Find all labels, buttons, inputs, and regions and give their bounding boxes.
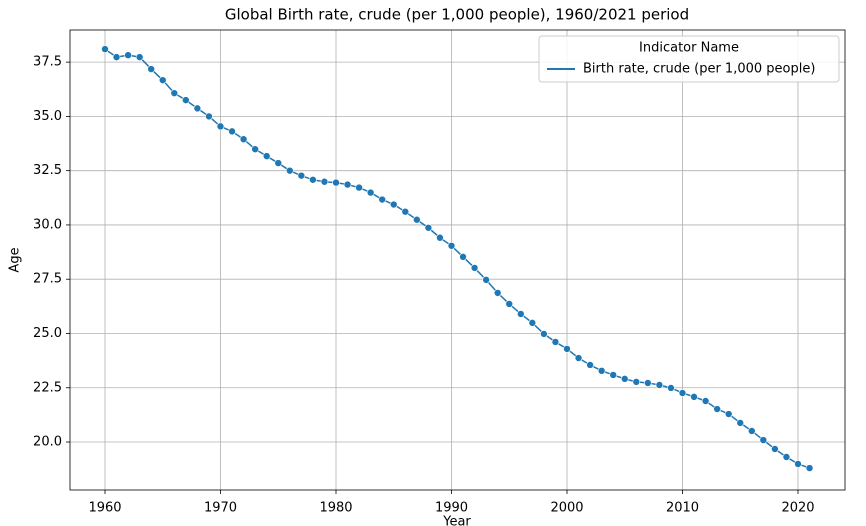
data-point xyxy=(332,178,340,187)
data-point xyxy=(771,445,779,453)
data-point xyxy=(101,45,109,53)
data-point xyxy=(516,310,525,318)
data-point xyxy=(609,371,617,379)
y-tick-label: 20.0 xyxy=(33,435,62,450)
data-point xyxy=(736,419,745,427)
data-point xyxy=(655,381,664,389)
data-point xyxy=(297,171,306,180)
y-tick-label: 35.0 xyxy=(33,109,62,124)
data-point xyxy=(436,233,444,242)
data-line xyxy=(104,48,810,469)
data-point xyxy=(274,159,283,167)
data-point xyxy=(424,223,433,232)
data-point xyxy=(505,300,514,308)
data-point xyxy=(413,215,421,224)
y-tick-label: 32.5 xyxy=(33,163,62,178)
data-point xyxy=(551,338,560,346)
data-point xyxy=(447,241,456,250)
data-point xyxy=(251,145,259,153)
data-point xyxy=(644,379,652,387)
data-point xyxy=(805,464,814,472)
y-tick-label: 25.0 xyxy=(33,326,62,341)
x-tick-label: 2020 xyxy=(781,501,814,516)
data-point xyxy=(205,112,213,121)
data-point xyxy=(690,393,698,401)
x-tick-label: 1980 xyxy=(319,501,352,516)
data-point xyxy=(459,253,467,261)
data-point xyxy=(574,354,583,362)
y-tick-label: 30.0 xyxy=(33,217,62,232)
data-point xyxy=(193,104,202,113)
data-point xyxy=(170,89,179,97)
x-tick-label: 1960 xyxy=(88,501,121,516)
data-point xyxy=(528,319,537,327)
data-point xyxy=(378,195,386,204)
data-point xyxy=(747,427,756,435)
data-point xyxy=(320,177,329,186)
y-tick-label: 37.5 xyxy=(33,55,62,70)
data-point xyxy=(228,127,236,136)
data-point xyxy=(135,53,144,61)
data-point xyxy=(759,436,768,444)
data-point xyxy=(713,405,721,413)
data-point xyxy=(158,76,167,84)
data-point xyxy=(493,289,502,297)
data-point xyxy=(482,276,490,284)
y-axis-label: Age xyxy=(8,247,23,272)
data-point xyxy=(540,330,548,338)
data-point xyxy=(285,166,294,175)
data-point xyxy=(794,460,802,468)
data-point xyxy=(724,410,733,418)
data-point xyxy=(701,397,710,405)
x-axis-label: Year xyxy=(442,515,471,526)
chart-title: Global Birth rate, crude (per 1,000 peop… xyxy=(225,6,689,24)
data-point xyxy=(597,367,606,375)
data-point xyxy=(563,345,571,353)
data-point xyxy=(782,453,791,461)
data-point xyxy=(470,264,479,272)
data-point xyxy=(112,53,121,61)
legend-box xyxy=(538,35,840,83)
y-tick-label: 22.5 xyxy=(33,380,62,395)
y-tick-label: 27.5 xyxy=(33,272,62,287)
data-point xyxy=(355,183,363,192)
data-point xyxy=(124,51,132,59)
x-tick-label: 1990 xyxy=(435,501,468,516)
data-point xyxy=(366,188,375,197)
data-point xyxy=(262,152,271,160)
data-point xyxy=(678,389,687,397)
data-point xyxy=(216,122,225,131)
data-point xyxy=(389,200,398,209)
legend-label: Birth rate, crude (per 1,000 people) xyxy=(583,62,815,77)
x-tick-label: 2000 xyxy=(550,501,583,516)
data-point xyxy=(239,135,248,143)
data-point xyxy=(401,207,410,216)
x-tick-label: 1970 xyxy=(204,501,237,516)
x-tick-label: 2010 xyxy=(666,501,699,516)
data-point xyxy=(620,375,629,383)
data-point xyxy=(182,96,190,104)
plot-frame xyxy=(69,29,846,491)
data-point xyxy=(586,361,594,369)
data-point xyxy=(343,180,352,189)
data-point xyxy=(667,384,675,392)
data-point xyxy=(632,378,641,386)
data-point xyxy=(309,175,317,184)
legend-title: Indicator Name xyxy=(639,41,739,56)
data-point xyxy=(147,65,155,73)
